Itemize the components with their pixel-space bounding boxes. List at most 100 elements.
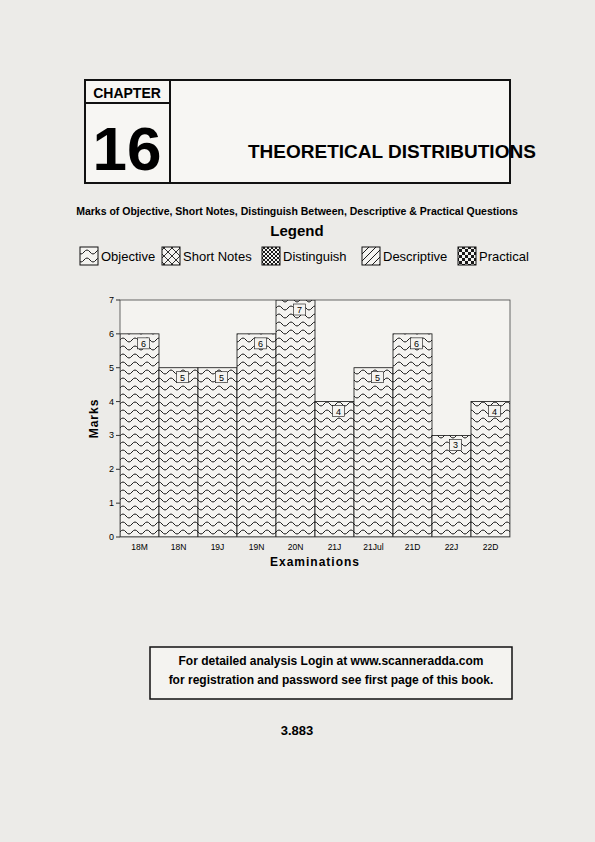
legend-swatch	[458, 247, 476, 265]
data-label: 3	[453, 440, 458, 450]
x-tick-label: 21J	[328, 542, 342, 552]
bar	[432, 435, 471, 436]
bar	[471, 401, 510, 402]
data-label-box	[489, 406, 501, 417]
x-tick-label: 22J	[445, 542, 459, 552]
subtitle: Marks of Objective, Short Notes, Disting…	[76, 205, 518, 217]
bar	[159, 368, 198, 537]
legend-swatch	[262, 247, 280, 265]
x-tick-label: 20N	[288, 542, 304, 552]
chapter-title: THEORETICAL DISTRIBUTIONS	[248, 141, 536, 162]
y-axis-title: Marks	[87, 399, 101, 439]
bar	[354, 367, 393, 368]
bar	[393, 333, 432, 334]
bars	[120, 300, 510, 537]
bar	[315, 401, 354, 402]
bar	[393, 334, 432, 537]
legend-label: Objective	[101, 249, 155, 264]
data-label-box	[411, 338, 423, 349]
legend-label: Short Notes	[183, 249, 252, 264]
bar	[120, 333, 159, 334]
y-tick-label: 6	[109, 329, 114, 339]
y-tick-label: 5	[109, 363, 114, 373]
note-box	[150, 647, 512, 699]
data-label-box	[294, 304, 306, 315]
data-label-box	[372, 372, 384, 383]
data-label: 7	[297, 305, 302, 315]
bar	[237, 333, 276, 334]
bar	[354, 367, 393, 368]
bar	[120, 333, 159, 334]
data-label: 5	[375, 373, 380, 383]
data-label-box	[255, 338, 267, 349]
bar	[198, 367, 237, 368]
y-tick-label: 3	[109, 430, 114, 440]
bar	[471, 402, 510, 537]
header-divider	[169, 80, 171, 183]
legend-label: Practical	[479, 249, 529, 264]
bar	[315, 401, 354, 402]
data-labels: 6556745634	[138, 304, 501, 450]
data-label-box	[138, 338, 150, 349]
x-tick-label: 22D	[483, 542, 499, 552]
bar	[393, 333, 432, 334]
bar	[471, 401, 510, 402]
bar	[120, 333, 159, 334]
data-label: 5	[180, 373, 185, 383]
data-label: 6	[141, 339, 146, 349]
bar	[159, 367, 198, 368]
legend-swatch	[362, 247, 380, 265]
legend-title: Legend	[270, 222, 323, 239]
y-tick-label: 7	[109, 295, 114, 305]
x-tick-label: 18N	[171, 542, 187, 552]
data-label: 6	[258, 339, 263, 349]
bar	[198, 367, 237, 368]
y-tick	[116, 469, 120, 470]
bar	[432, 435, 471, 436]
y-tick	[116, 300, 120, 301]
header-divider	[85, 102, 170, 104]
note-line: For detailed analysis Login at www.scann…	[179, 654, 484, 668]
bar	[354, 367, 393, 368]
legend-swatch	[80, 247, 98, 265]
page-number: 3.883	[281, 723, 314, 738]
bar	[432, 435, 471, 436]
legend-label: Distinguish	[283, 249, 347, 264]
y-tick-label: 4	[109, 397, 114, 407]
y-tick-label: 2	[109, 464, 114, 474]
chapter-label: CHAPTER	[93, 85, 161, 101]
y-tick	[116, 503, 120, 504]
data-label: 6	[414, 339, 419, 349]
data-label-box	[216, 372, 228, 383]
bar	[198, 367, 237, 368]
x-tick-label: 18M	[131, 542, 148, 552]
plot-area	[120, 300, 510, 537]
x-tick-label: 19N	[249, 542, 265, 552]
bar	[237, 333, 276, 334]
bar	[471, 401, 510, 402]
legend-item: Descriptive	[362, 247, 447, 265]
y-tick	[116, 401, 120, 402]
bar	[198, 368, 237, 537]
y-tick	[116, 435, 120, 436]
background	[0, 0, 595, 842]
bar	[237, 333, 276, 334]
bar	[315, 401, 354, 402]
x-tick-label: 21D	[405, 542, 421, 552]
header-box	[85, 80, 510, 183]
legend-swatch	[162, 247, 180, 265]
chapter-number: 16	[93, 114, 162, 183]
data-label: 4	[336, 407, 341, 417]
legend-item: Objective	[80, 247, 155, 265]
legend-item: Practical	[458, 247, 529, 265]
bar	[315, 402, 354, 537]
legend-label: Descriptive	[383, 249, 447, 264]
bar	[237, 334, 276, 537]
bar	[120, 333, 159, 334]
bar	[159, 367, 198, 368]
x-tick-label: 21Jul	[363, 542, 383, 552]
bar	[432, 435, 471, 537]
bar	[120, 334, 159, 537]
y-tick	[116, 333, 120, 334]
plot-frame	[120, 300, 510, 537]
